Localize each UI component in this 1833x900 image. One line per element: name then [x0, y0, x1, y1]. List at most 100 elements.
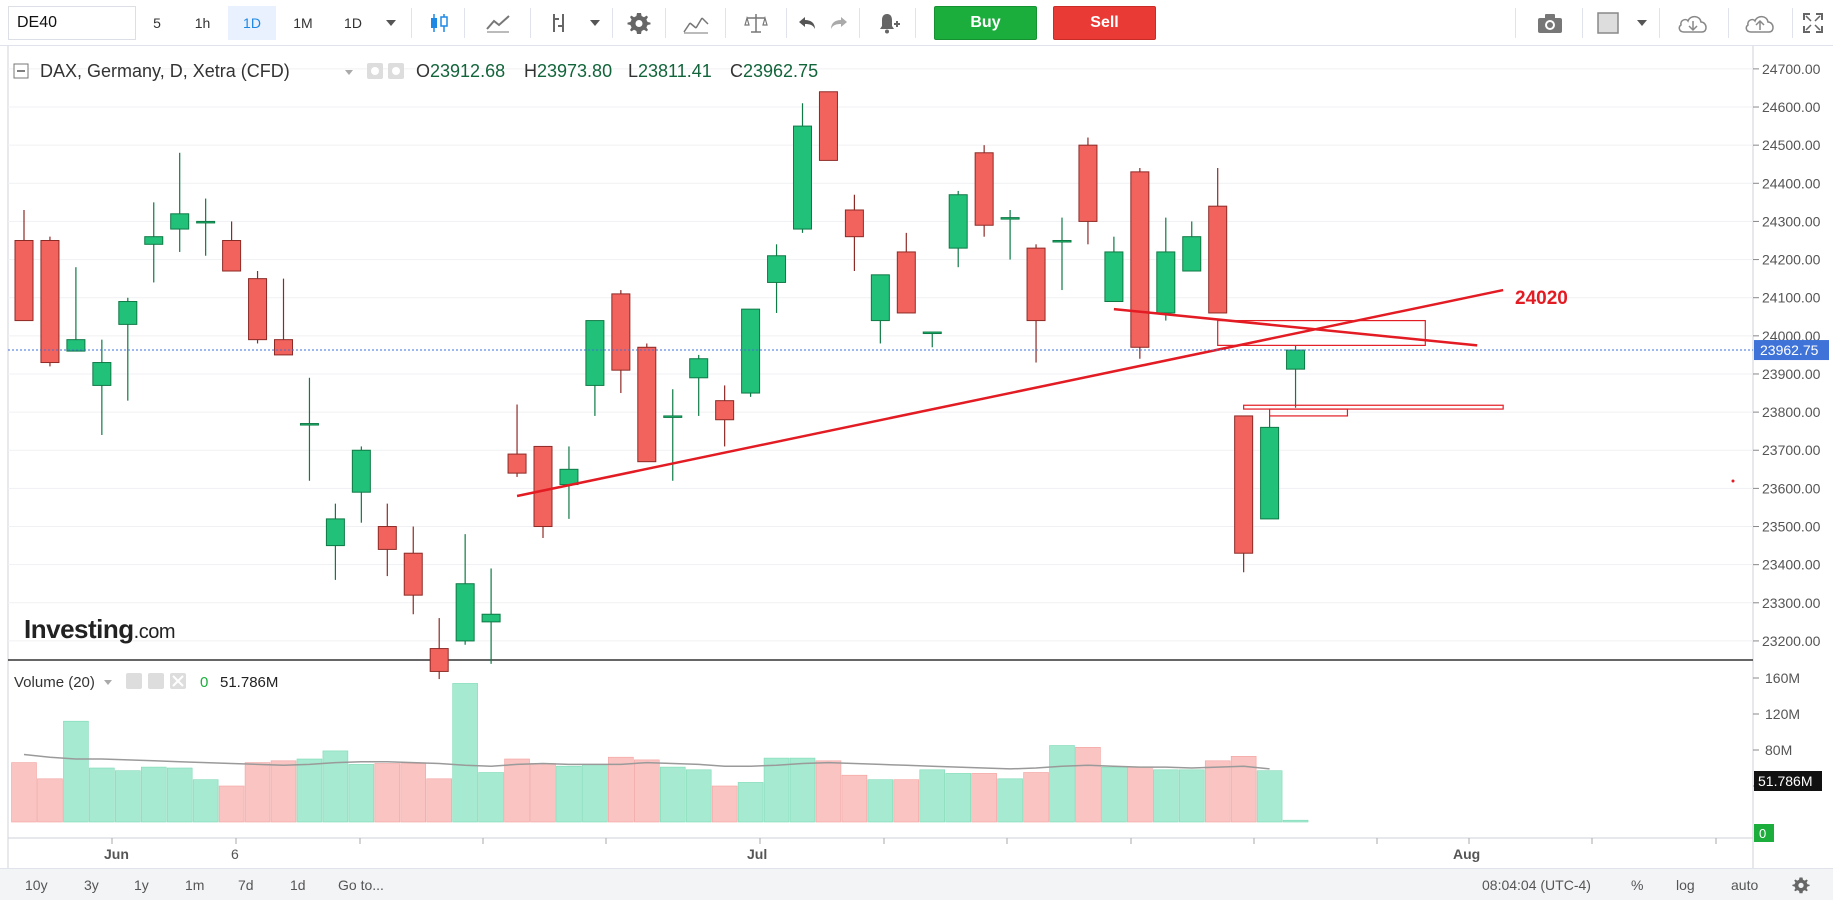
range-3y-button[interactable]: 3y: [84, 877, 99, 893]
volume-bar: [1153, 769, 1179, 823]
auto-scale-toggle[interactable]: auto: [1731, 877, 1759, 893]
interval-5min-button[interactable]: 5: [137, 6, 177, 40]
price-axis-label: 23700.00: [1762, 442, 1821, 458]
fullscreen-icon[interactable]: [1797, 6, 1829, 40]
chart-settings-gear-icon[interactable]: [1792, 869, 1810, 900]
range-10y-button[interactable]: 10y: [25, 877, 48, 893]
interval-dropdown-chevron-icon[interactable]: [378, 6, 404, 40]
interval-1d-dropdown-value[interactable]: 1D: [330, 6, 376, 40]
time-label-jun: Jun: [104, 846, 129, 862]
log-scale-toggle[interactable]: log: [1676, 877, 1695, 893]
candle-body: [144, 236, 164, 245]
price-axis-label: 23500.00: [1762, 519, 1821, 535]
settings-gear-icon[interactable]: [617, 6, 661, 40]
time-axis[interactable]: Jun 6 Jul Aug: [104, 846, 1480, 862]
drawing-objects[interactable]: [516, 288, 1504, 498]
title-dropdown-chevron-icon[interactable]: [345, 70, 353, 75]
volume-dropdown-chevron-icon[interactable]: [104, 680, 112, 685]
time-label-6: 6: [231, 846, 239, 862]
compare-icon[interactable]: [671, 6, 721, 40]
high-value: 23973.80: [537, 61, 612, 81]
candle-body: [1260, 426, 1280, 520]
candle-body: [196, 220, 216, 224]
top-toolbar: 5 1h 1D 1M 1D Buy Sell: [0, 0, 1833, 46]
svg-text:23962.75: 23962.75: [1760, 342, 1819, 358]
range-1d-button[interactable]: 1d: [290, 877, 306, 893]
volume-bar: [711, 785, 738, 823]
price-axis-label: 24300.00: [1762, 213, 1821, 229]
volume-bar: [1204, 760, 1231, 823]
volume-bar: [348, 764, 375, 823]
volume-visibility-icon[interactable]: [126, 673, 142, 689]
screenshot-camera-icon[interactable]: [1522, 6, 1578, 40]
candle-body: [14, 239, 34, 322]
volume-settings-icon[interactable]: [148, 673, 164, 689]
interval-1d-button[interactable]: 1D: [228, 6, 276, 40]
time-label-jul: Jul: [747, 846, 767, 862]
undo-icon[interactable]: [791, 6, 823, 40]
svg-text:L23811.41: L23811.41: [628, 61, 712, 81]
range-1m-button[interactable]: 1m: [185, 877, 205, 893]
layout-dropdown-chevron-icon[interactable]: [1629, 6, 1655, 40]
cloud-save-icon[interactable]: [1733, 6, 1789, 40]
volume-bar: [971, 773, 997, 823]
add-alert-bell-icon[interactable]: [865, 6, 911, 40]
volume-current-tag: 51.786M: [1754, 771, 1822, 791]
price-axis-label: 23400.00: [1762, 557, 1821, 573]
high-label: H: [524, 61, 537, 81]
volume-bar: [997, 778, 1023, 823]
volume-bar: [37, 778, 63, 823]
volume-bar: [763, 757, 790, 823]
open-value: 23912.68: [430, 61, 505, 81]
candle-body: [507, 453, 527, 474]
price-axis[interactable]: 24700.00 24600.00 24500.00 24400.00 24300.00…: [1753, 61, 1821, 649]
interval-1h-button[interactable]: 1h: [180, 6, 225, 40]
range-7d-button[interactable]: 7d: [238, 877, 254, 893]
percent-scale-toggle[interactable]: %: [1631, 877, 1644, 893]
layout-select-icon[interactable]: [1587, 6, 1629, 40]
volume-axis-label: 80M: [1765, 742, 1792, 758]
goto-date-button[interactable]: Go to...: [338, 877, 384, 893]
line-chart-icon[interactable]: [470, 6, 526, 40]
instrument-title[interactable]: DAX, Germany, D, Xetra (CFD): [40, 61, 290, 81]
volume-bar: [63, 720, 89, 823]
candle-body: [1052, 239, 1072, 243]
clock-time: 08:04:04 (UTC-4): [1482, 877, 1591, 893]
price-axis-label: 23900.00: [1762, 366, 1821, 382]
candle-body: [870, 274, 890, 322]
candle-body: [1234, 415, 1254, 554]
volume-bar: [945, 773, 971, 823]
indicators-icon[interactable]: [536, 6, 582, 40]
candle-body: [559, 468, 579, 486]
price-axis-label: 24000.00: [1762, 328, 1821, 344]
interval-1m-button[interactable]: 1M: [279, 6, 327, 40]
volume-bar: [504, 758, 530, 823]
investing-logo: Investing.com: [24, 614, 175, 644]
cloud-load-icon[interactable]: [1664, 6, 1724, 40]
volume-title: Volume (20): [14, 674, 95, 691]
range-1y-button[interactable]: 1y: [134, 877, 149, 893]
candle-body: [92, 362, 112, 386]
sell-button[interactable]: Sell: [1053, 6, 1156, 40]
scales-balance-icon[interactable]: [731, 6, 781, 40]
candle-body: [1000, 217, 1020, 220]
trendline: [516, 288, 1504, 498]
volume-value: 51.786M: [220, 674, 278, 691]
volume-bar: [1178, 769, 1205, 823]
level-annotation-label[interactable]: 24020: [1515, 288, 1568, 309]
svg-text:51.786M: 51.786M: [1758, 773, 1812, 789]
redo-icon[interactable]: [823, 6, 855, 40]
volume-bar: [1256, 770, 1283, 823]
close-value: 23962.75: [743, 61, 818, 81]
candle-body: [611, 293, 631, 371]
buy-button[interactable]: Buy: [934, 6, 1037, 40]
time-axis-ticks: [111, 838, 1717, 844]
volume-bar: [192, 779, 219, 823]
indicators-dropdown-chevron-icon[interactable]: [582, 6, 608, 40]
candle-body: [948, 194, 968, 249]
symbol-input[interactable]: [8, 6, 136, 40]
candle-body: [896, 251, 916, 314]
candles-chart-type-icon[interactable]: [418, 6, 460, 40]
volume-bar: [737, 782, 764, 823]
price-chart[interactable]: 24020 DAX, Germany, D, Xetra (CFD) O2391…: [0, 46, 1833, 868]
